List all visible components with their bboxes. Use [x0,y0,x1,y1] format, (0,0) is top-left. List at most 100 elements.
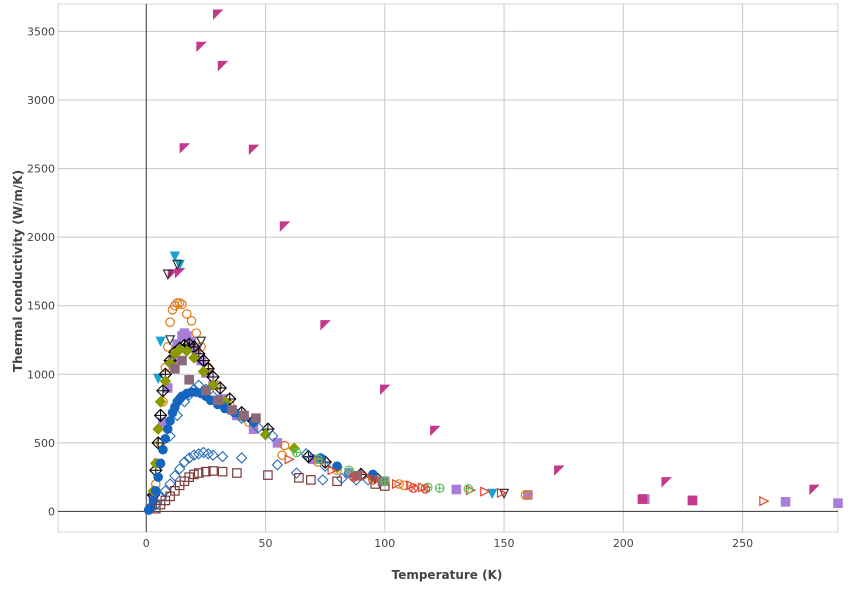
data-point [164,335,176,346]
data-point [420,483,431,494]
data-point [232,468,242,478]
data-point [196,41,207,53]
data-point [408,483,419,493]
data-point [217,466,228,477]
data-point [523,490,533,500]
grid [57,3,839,533]
data-point [150,486,161,496]
data-point [332,476,342,487]
data-point [183,452,195,464]
x-axis-title: Temperature (K) [392,568,503,582]
data-point [177,299,187,310]
data-point [263,470,273,480]
data-point [182,309,192,319]
data-point [153,408,168,423]
data-point [271,459,284,471]
data-point [197,446,210,459]
y-tick-label: 2500 [27,163,55,176]
data-point [434,483,445,493]
data-point [394,479,404,489]
data-point [300,448,312,460]
data-point [193,468,204,478]
data-point [188,351,200,364]
data-point [186,315,197,326]
data-point [809,484,820,496]
data-point [158,444,168,455]
data-points [143,9,843,515]
x-tick-label: 250 [732,537,753,550]
data-point [661,477,672,488]
y-tick-label: 500 [34,437,55,450]
data-point [348,472,359,482]
data-point [266,430,279,442]
x-tick-label: 150 [494,537,515,550]
plot-frame [57,3,839,533]
data-point [833,498,843,508]
data-point [184,374,194,385]
data-point [277,450,288,460]
data-point [406,480,417,491]
data-point [169,251,181,262]
data-point [316,474,329,486]
data-point [153,472,163,482]
data-point [320,320,331,331]
data-point [687,495,698,506]
data-point [207,449,219,461]
tick-labels: 0 50 100 150 200 2500500100015002000250030003… [27,25,753,550]
data-point [480,486,491,497]
data-point [368,475,378,485]
data-point [284,454,295,465]
data-point [160,433,171,444]
data-point [344,465,354,476]
x-tick-label: 200 [613,537,634,550]
data-point [379,476,390,487]
y-axis-title: Thermal conductivity (W/m/K) [11,170,25,372]
data-point [201,466,211,477]
x-tick-label: 100 [374,537,395,550]
data-point [153,373,164,384]
data-point [162,342,173,352]
data-point [291,447,302,458]
data-point [162,269,173,280]
data-point [201,385,211,396]
y-tick-label: 3500 [27,25,55,38]
data-point [313,457,323,467]
data-point [152,423,165,435]
y-tick-label: 1500 [27,300,55,313]
data-point [156,383,170,398]
data-point [290,467,303,479]
data-point [463,483,474,494]
data-point [216,450,229,463]
data-point [213,9,224,20]
data-point [177,355,187,366]
data-point [391,478,403,490]
data-point [197,365,210,378]
data-point [172,298,183,308]
data-point [188,449,200,461]
data-point [759,495,770,507]
data-point [279,440,290,451]
data-point [486,488,498,500]
data-point [165,317,175,327]
data-point [327,465,338,476]
data-point [227,405,237,415]
data-point [554,465,565,476]
data-point [173,463,186,475]
data-point [165,416,175,426]
y-tick-label: 0 [48,505,55,518]
data-point [279,221,291,232]
y-tick-label: 3000 [27,94,55,107]
data-point [520,490,531,500]
data-point [360,470,372,481]
data-point [239,410,249,421]
data-point [178,456,191,468]
data-point [498,488,510,500]
axes [58,4,838,532]
data-point [155,336,166,347]
data-point [496,487,508,499]
data-point [170,300,180,311]
data-point [780,497,791,507]
data-point [162,424,173,434]
